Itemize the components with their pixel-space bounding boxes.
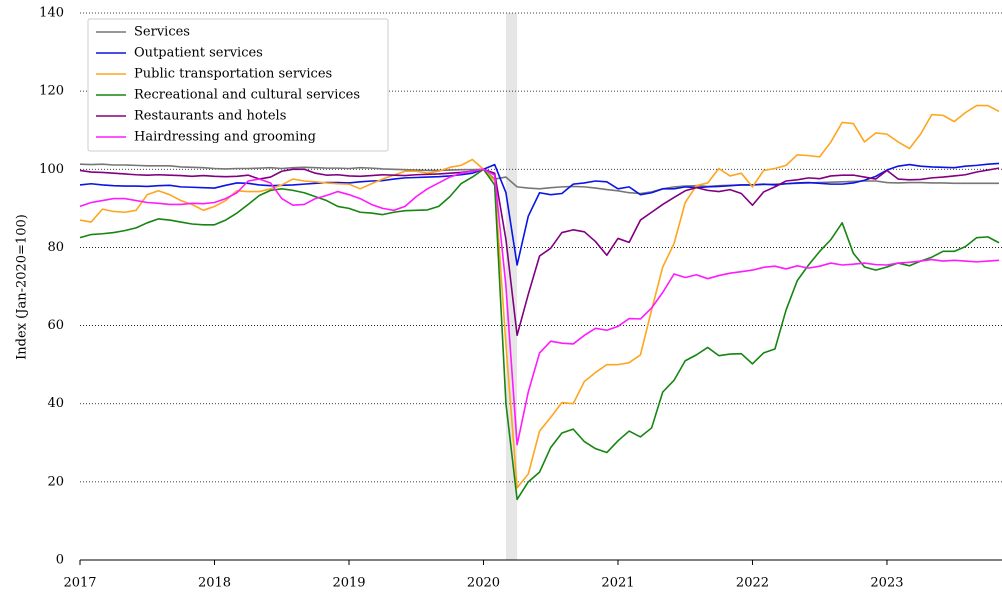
y-tick-label: 120 <box>39 84 64 99</box>
series-line <box>79 167 1000 337</box>
x-tick-label: 2021 <box>601 576 634 591</box>
y-tick-label: 100 <box>39 162 64 177</box>
x-tick-label: 2020 <box>467 576 500 591</box>
legend: Services Outpatient services Public transp… <box>87 18 389 152</box>
legend-label: Public transportation services <box>134 67 332 82</box>
y-tick-label: 60 <box>47 318 64 333</box>
x-tick-label: 2017 <box>63 576 96 591</box>
series-line <box>79 104 1000 489</box>
series-line <box>79 168 1000 501</box>
y-tick-label: 80 <box>47 240 64 255</box>
x-tick-label: 2018 <box>198 576 231 591</box>
legend-label: Outpatient services <box>134 46 263 61</box>
legend-label: Services <box>134 25 190 40</box>
x-tick-label: 2022 <box>736 576 769 591</box>
legend-box <box>87 18 389 152</box>
x-tick-label: 2023 <box>870 576 903 591</box>
y-axis-label: Index (Jan-2020=100) <box>15 214 30 360</box>
series-line <box>79 162 1000 266</box>
series-line <box>79 163 999 195</box>
legend-label: Hairdressing and grooming <box>134 130 316 145</box>
legend-label: Recreational and cultural services <box>134 88 360 103</box>
y-tick-label: 40 <box>47 396 64 411</box>
y-tick-label: 140 <box>39 6 64 21</box>
legend-label: Restaurants and hotels <box>134 109 286 124</box>
series-line <box>79 168 1000 446</box>
y-tick-label: 0 <box>56 553 64 568</box>
x-tick-label: 2019 <box>332 576 365 591</box>
y-tick-label: 20 <box>47 474 64 489</box>
